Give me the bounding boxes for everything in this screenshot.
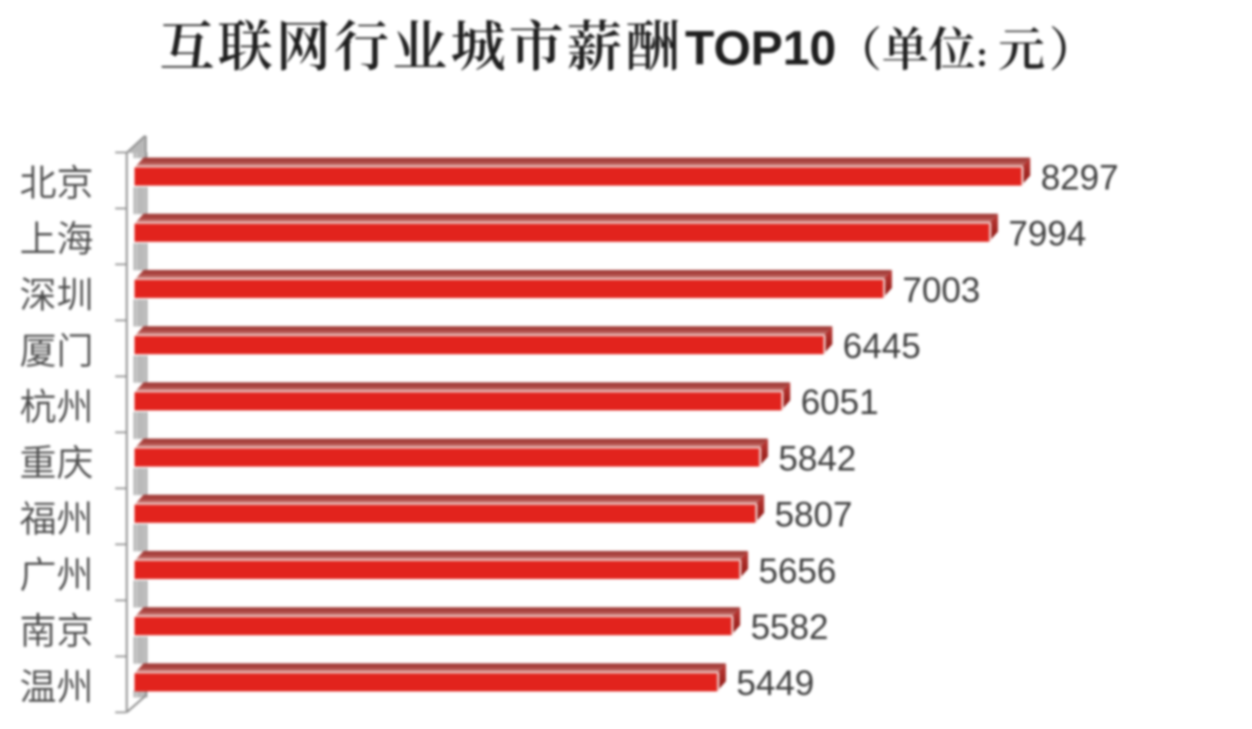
svg-text:6051: 6051: [801, 383, 879, 422]
svg-text:7003: 7003: [902, 271, 980, 310]
svg-text:5449: 5449: [736, 664, 814, 703]
svg-text:TOP10: TOP10: [685, 23, 836, 76]
svg-text:6445: 6445: [843, 327, 921, 366]
svg-text:5807: 5807: [775, 496, 853, 535]
svg-text:5656: 5656: [759, 552, 837, 591]
svg-text:5582: 5582: [751, 608, 829, 647]
svg-text:5842: 5842: [778, 439, 856, 478]
svg-text:7994: 7994: [1008, 215, 1086, 254]
svg-text:8297: 8297: [1041, 158, 1119, 197]
